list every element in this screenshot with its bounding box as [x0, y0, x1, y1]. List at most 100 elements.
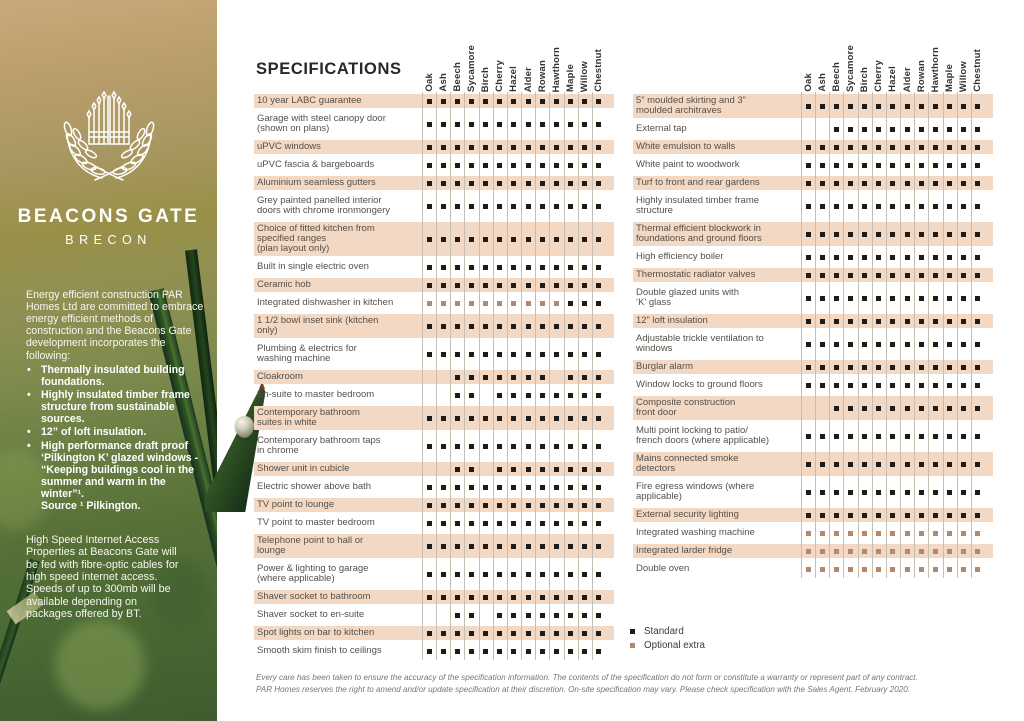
standard-marker-icon [468, 443, 474, 449]
spec-cell [535, 260, 549, 274]
standard-marker-icon [596, 264, 602, 270]
standard-marker-icon [567, 282, 573, 288]
standard-marker-icon [862, 433, 868, 439]
standard-marker-icon [946, 295, 952, 301]
spec-cell [801, 562, 815, 576]
spec-cell [872, 94, 886, 118]
spec-cell [479, 434, 493, 458]
spec-cell [422, 222, 436, 256]
standard-marker-icon [932, 144, 938, 150]
standard-marker-icon [454, 571, 460, 577]
spec-cell [507, 498, 521, 512]
standard-marker-icon [862, 405, 868, 411]
spec-cell [549, 498, 563, 512]
standard-marker-icon [483, 264, 489, 270]
spec-cell [928, 94, 942, 118]
spec-cell [886, 140, 900, 154]
spec-cell [521, 370, 535, 384]
optional-marker-icon [932, 548, 938, 554]
standard-marker-icon [596, 374, 602, 380]
spec-cell [479, 562, 493, 586]
spec-cell [479, 278, 493, 292]
standard-marker-icon [596, 520, 602, 526]
standard-marker-icon [596, 121, 602, 127]
standard-marker-icon [805, 433, 811, 439]
spec-cell [928, 140, 942, 154]
spec-cell [422, 112, 436, 136]
spec-cell [592, 534, 606, 558]
spec-cell [858, 396, 872, 420]
standard-marker-icon [862, 512, 868, 518]
standard-marker-icon [539, 415, 545, 421]
standard-marker-icon [454, 648, 460, 654]
standard-marker-icon [539, 374, 545, 380]
standard-marker-icon [596, 466, 602, 472]
spec-cell [957, 158, 971, 172]
spec-cell [422, 176, 436, 190]
spec-cell [815, 268, 829, 282]
spec-cell [872, 452, 886, 476]
spec-label: TV point to lounge [257, 499, 335, 510]
spec-cell [436, 462, 450, 476]
standard-marker-icon [975, 364, 981, 370]
standard-marker-icon [525, 630, 531, 636]
spec-cell [801, 424, 815, 448]
standard-marker-icon [539, 323, 545, 329]
standard-marker-icon [890, 144, 896, 150]
spec-cell [578, 480, 592, 494]
spec-label: En-suite to master bedroom [257, 389, 375, 400]
standard-marker-icon [525, 502, 531, 508]
standard-marker-icon [847, 433, 853, 439]
column-header-oak: Oak [423, 73, 435, 92]
standard-marker-icon [511, 594, 517, 600]
standard-marker-icon [904, 405, 910, 411]
spec-cell [507, 462, 521, 476]
spec-cell [450, 516, 464, 530]
spec-cell [592, 498, 606, 512]
standard-marker-icon [539, 180, 545, 186]
spec-cell [450, 158, 464, 172]
standard-marker-icon [819, 295, 825, 301]
standard-marker-icon [890, 382, 896, 388]
spec-label: Choice of fitted kitchen from specified … [257, 223, 375, 254]
spec-cell [900, 396, 914, 420]
standard-marker-icon [426, 323, 432, 329]
standard-marker-icon [805, 103, 811, 109]
spec-cell [507, 516, 521, 530]
standard-marker-icon [596, 443, 602, 449]
house-type-headers: Oak Ash Beech Sycamore Birch Cherry Hazel Alder… [422, 10, 614, 92]
spec-cell [535, 314, 549, 338]
spec-row: Aluminium seamless gutters [254, 174, 614, 192]
spec-cell [815, 544, 829, 558]
standard-marker-icon [525, 323, 531, 329]
spec-cell [829, 222, 843, 246]
standard-marker-icon [596, 415, 602, 421]
standard-marker-icon [833, 364, 839, 370]
column-header-rowan: Rowan [915, 59, 927, 92]
spec-cell [436, 296, 450, 310]
spec-cell [535, 176, 549, 190]
spec-cell [549, 480, 563, 494]
standard-marker-icon [567, 236, 573, 242]
spec-cell [942, 314, 956, 328]
standard-marker-icon [582, 180, 588, 186]
spec-cell [829, 176, 843, 190]
spec-cell [592, 94, 606, 108]
spec-cell [436, 498, 450, 512]
spec-cell [535, 278, 549, 292]
spec-cell [578, 562, 592, 586]
standard-marker-icon [497, 236, 503, 242]
spec-cell [479, 176, 493, 190]
standard-marker-icon [582, 571, 588, 577]
standard-marker-icon [440, 323, 446, 329]
spec-cell [507, 260, 521, 274]
standard-marker-icon [511, 121, 517, 127]
spec-cell [493, 388, 507, 402]
spec-cell [957, 480, 971, 504]
spec-cell [479, 158, 493, 172]
standard-marker-icon [567, 466, 573, 472]
spec-cell [578, 176, 592, 190]
spec-cell [801, 360, 815, 374]
standard-marker-icon [946, 405, 952, 411]
spec-cell [592, 278, 606, 292]
